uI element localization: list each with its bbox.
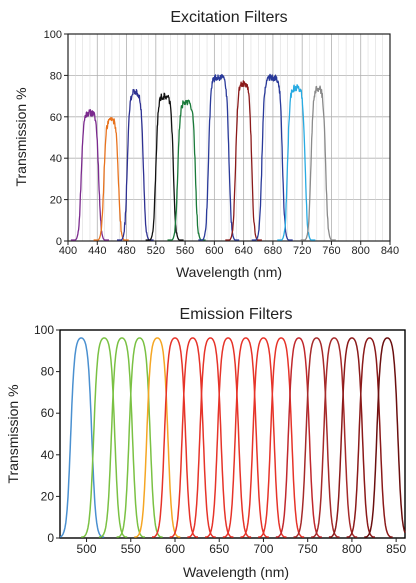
emission-filter-curve (98, 337, 146, 538)
y-tick-label: 100 (34, 323, 54, 337)
y-tick-label: 60 (41, 406, 55, 420)
emission-filter-curve (257, 337, 305, 538)
y-tick-label: 80 (41, 365, 55, 379)
y-tick-label: 0 (56, 236, 62, 248)
excitation-filter-curve (197, 74, 240, 241)
emission-filter-curve (346, 337, 393, 538)
emission-y-axis-label: Transmission % (5, 384, 21, 483)
excitation-x-axis-label: Wavelength (nm) (176, 264, 282, 280)
y-tick-label: 20 (50, 195, 62, 207)
x-tick-label: 520 (147, 245, 165, 257)
emission-filter-curve (116, 337, 163, 538)
x-tick-label: 760 (322, 245, 340, 257)
excitation-filter-curve (277, 84, 316, 241)
emission-filter-curve (310, 337, 358, 538)
emission-plot-frame (59, 329, 406, 539)
y-tick-label: 60 (50, 112, 62, 124)
emission-chart-title: Emission Filters (180, 306, 293, 323)
x-tick-label: 650 (209, 542, 229, 556)
excitation-filter-curve (116, 88, 154, 241)
emission-filter-curve (275, 337, 323, 538)
x-tick-label: 640 (234, 245, 252, 257)
x-tick-label: 700 (253, 542, 273, 556)
emission-chart: Emission Filters Transmission % Waveleng… (5, 306, 406, 580)
x-tick-label: 840 (381, 245, 399, 257)
emission-x-axis-label: Wavelength (nm) (183, 564, 289, 580)
x-tick-label: 480 (117, 245, 135, 257)
excitation-filter-curve (145, 92, 184, 241)
x-tick-label: 500 (77, 542, 97, 556)
x-tick-label: 850 (386, 542, 406, 556)
excitation-y-axis-label: Transmission % (13, 87, 29, 186)
y-tick-label: 0 (47, 531, 54, 545)
x-tick-label: 800 (352, 245, 370, 257)
x-tick-label: 680 (264, 245, 282, 257)
x-tick-label: 400 (59, 245, 77, 257)
excitation-chart: Excitation Filters Transmission % Wavele… (13, 9, 399, 280)
emission-filter-curve (187, 337, 234, 538)
emission-filter-curve (204, 337, 252, 538)
emission-filter-curve (80, 337, 128, 538)
excitation-filter-curve (300, 85, 337, 241)
x-tick-label: 550 (121, 542, 141, 556)
emission-filter-curve (134, 337, 181, 538)
y-tick-label: 20 (41, 489, 55, 503)
emission-filter-curve (240, 337, 287, 538)
y-tick-label: 80 (50, 70, 62, 82)
emission-filter-curve (222, 337, 270, 538)
x-tick-label: 600 (165, 542, 185, 556)
excitation-filter-curve (70, 109, 110, 241)
excitation-plot-frame (67, 33, 391, 242)
x-tick-label: 440 (88, 245, 106, 257)
y-tick-label: 40 (50, 153, 62, 165)
y-tick-label: 100 (44, 29, 62, 41)
excitation-chart-title: Excitation Filters (170, 9, 287, 26)
excitation-filter-curve (225, 80, 263, 241)
x-tick-label: 560 (176, 245, 194, 257)
emission-filter-curve (151, 337, 199, 538)
emission-filter-curve (293, 337, 340, 538)
y-tick-label: 40 (41, 448, 55, 462)
x-tick-label: 800 (342, 542, 362, 556)
excitation-filter-curve (251, 73, 293, 241)
x-tick-label: 750 (298, 542, 318, 556)
emission-filter-curve (328, 337, 376, 538)
excitation-filter-curve (167, 99, 206, 241)
x-tick-label: 600 (205, 245, 223, 257)
emission-filter-curve (169, 337, 217, 538)
emission-filter-curve (59, 337, 105, 538)
emission-filter-curve (364, 337, 406, 538)
x-tick-label: 720 (293, 245, 311, 257)
